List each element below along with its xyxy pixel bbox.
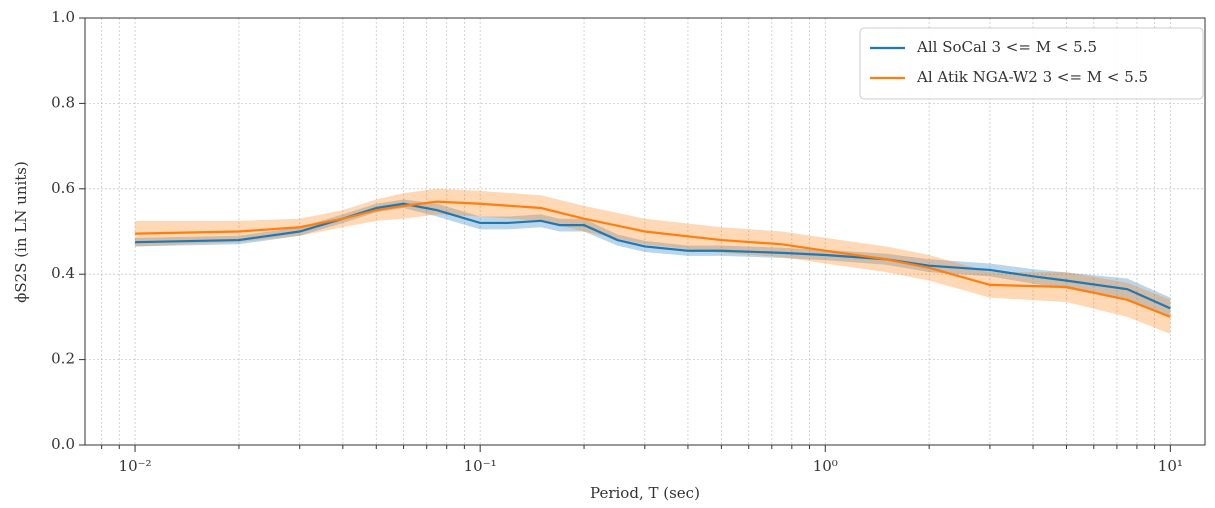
series-line bbox=[135, 200, 1171, 318]
x-tick-label: 10⁻² bbox=[119, 457, 152, 475]
series-line bbox=[135, 202, 1171, 310]
confidence-band bbox=[135, 188, 1171, 334]
y-tick-label: 0.2 bbox=[51, 350, 75, 368]
x-tick-label: 10¹ bbox=[1158, 457, 1183, 475]
confidence-band bbox=[135, 199, 1171, 317]
y-tick-label: 0.6 bbox=[51, 179, 75, 197]
y-tick-label: 0.4 bbox=[51, 264, 75, 282]
x-axis-label: Period, T (sec) bbox=[590, 484, 700, 502]
legend-label: Al Atik NGA-W2 3 <= M < 5.5 bbox=[916, 68, 1148, 86]
y-tick-label: 0.0 bbox=[51, 435, 75, 453]
legend-label: All SoCal 3 <= M < 5.5 bbox=[916, 38, 1097, 56]
y-tick-label: 1.0 bbox=[51, 8, 75, 26]
plot-frame bbox=[84, 17, 1206, 446]
x-tick-label: 10⁻¹ bbox=[464, 457, 497, 475]
legend-box bbox=[859, 27, 1204, 100]
y-axis-label: ϕS2S (in LN units) bbox=[12, 161, 30, 303]
x-tick-label: 10⁰ bbox=[813, 457, 838, 475]
y-tick-label: 0.8 bbox=[51, 93, 75, 111]
